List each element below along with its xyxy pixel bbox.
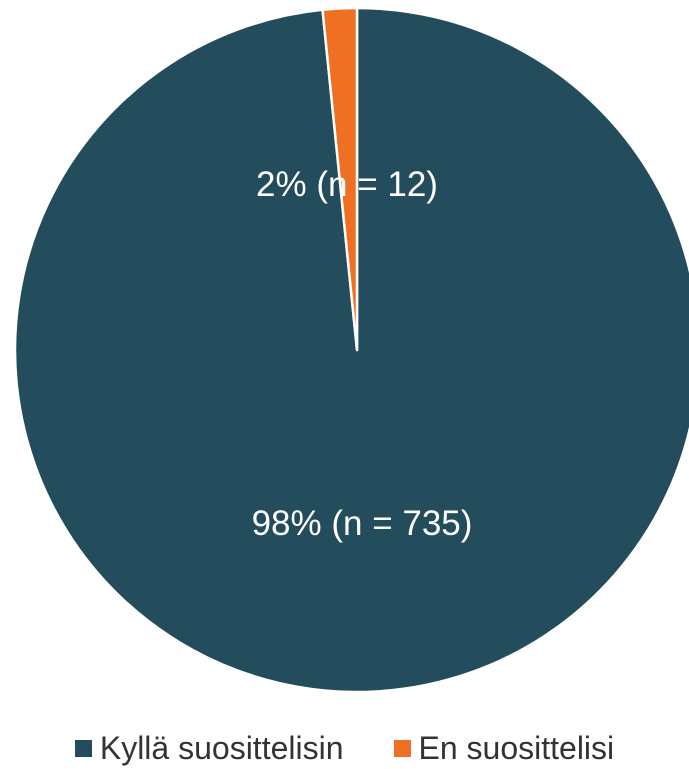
legend-label-kylla: Kyllä suosittelisin — [99, 729, 344, 766]
legend: Kyllä suosittelisin En suosittelisi — [0, 728, 689, 768]
pie-chart: 98% (n = 735) 2% (n = 12) — [13, 6, 689, 694]
data-label-en: 2% (n = 12) — [256, 165, 438, 204]
legend-label-en: En suosittelisi — [418, 729, 615, 766]
pie-slice-kylla — [13, 6, 689, 694]
data-label-kylla: 98% (n = 735) — [252, 504, 473, 543]
pie-slice-en — [321, 6, 359, 352]
legend-swatch-en — [393, 739, 411, 757]
legend-swatch-kylla — [74, 739, 92, 757]
legend-item-en: En suosittelisi — [393, 729, 615, 767]
legend-item-kylla: Kyllä suosittelisin — [74, 729, 344, 767]
